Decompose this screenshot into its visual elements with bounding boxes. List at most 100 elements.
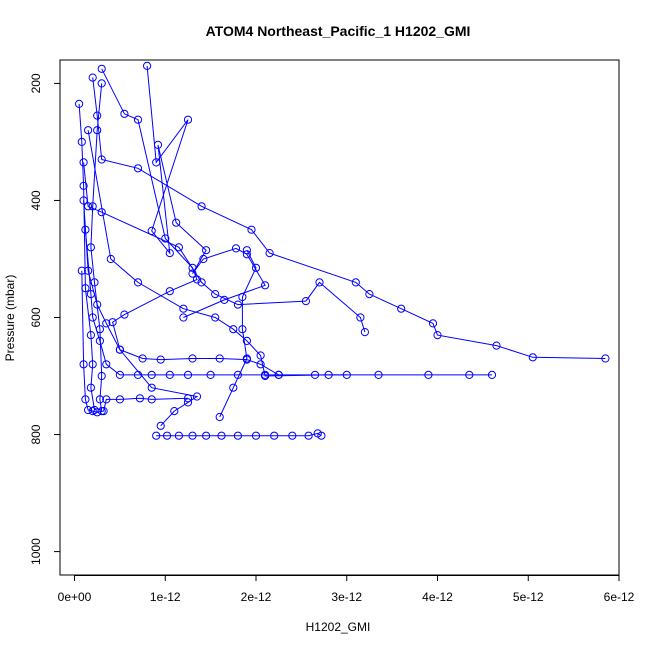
data-point [115,395,125,404]
data-point [97,371,106,381]
y-tick-label: 800 [29,424,43,444]
data-point [86,290,96,299]
data-point [143,61,152,71]
data-point [197,202,206,211]
data-point [79,360,88,369]
data-point [261,281,270,290]
data-point [75,99,84,109]
data-point [120,310,129,319]
data-point [102,319,111,328]
data-point [90,405,99,415]
data-point [211,290,220,299]
data-point [84,405,93,415]
data-point [183,115,193,124]
data-point [265,249,274,258]
x-axis: 0e+00 1e-12 2e-12 3e-12 4e-12 5e-12 6e-12 [58,575,635,604]
data-point [163,431,172,440]
y-axis-label: Pressure (mbar) [3,275,17,362]
series-group [75,61,610,440]
data-point [251,431,261,440]
data-point [147,370,156,379]
data-point [256,351,265,360]
x-tick-label: 3e-12 [331,590,362,604]
data-point [256,360,265,369]
data-point [202,246,211,255]
x-tick-label: 0e+00 [58,590,92,604]
series-line [90,83,103,412]
data-point [242,246,251,255]
chart-title: ATOM4 Northeast_Pacific_1 H1202_GMI [206,23,471,39]
data-point [102,395,111,404]
data-point [115,345,125,354]
x-axis-label: H1202_GMI [306,620,371,634]
data-point [97,64,106,73]
data-point [156,421,165,430]
data-point [95,325,105,334]
data-point [304,431,313,440]
data-point [95,395,105,404]
data-point [197,278,206,287]
data-point [233,431,242,440]
data-point [152,431,161,440]
x-tick-label: 1e-12 [150,590,181,604]
data-point [161,234,170,243]
data-point [165,249,174,258]
series-line [83,162,366,333]
data-point [84,126,93,135]
data-point [88,407,97,416]
data-point [601,354,610,363]
data-point [233,300,242,309]
data-point [315,278,324,287]
data-point [90,278,99,287]
data-point [93,111,102,120]
data-point [188,431,197,440]
data-point [84,202,93,211]
y-tick-label: 400 [29,190,43,210]
data-point [397,304,406,313]
data-point [147,395,156,404]
data-point [88,360,97,369]
data-point [88,73,97,82]
y-tick-label: 600 [29,307,43,327]
data-point [156,355,165,364]
x-tick-label: 4e-12 [422,590,453,604]
data-point [115,370,125,379]
data-point [199,254,208,264]
data-point [238,325,247,334]
data-point [97,155,106,164]
data-point [165,370,174,379]
data-point [229,383,238,392]
data-point [215,354,224,363]
data-point [86,331,96,340]
data-point [433,331,442,340]
series-line [219,249,257,418]
data-point [174,243,183,252]
data-point [133,370,143,379]
data-point [465,370,474,379]
data-point [356,313,365,322]
data-point [174,431,183,440]
data-point [215,412,224,422]
data-point [374,370,383,379]
data-point [365,290,374,299]
data-point [188,354,197,363]
data-point [310,370,320,379]
data-point [242,336,251,345]
data-point [77,137,86,146]
data-point [360,328,369,337]
data-point [229,325,238,334]
data-point [424,370,433,379]
data-point [106,254,115,264]
x-tick-label: 6e-12 [604,590,635,604]
y-tick-label: 200 [29,73,43,93]
data-point [183,370,193,379]
data-point [88,202,97,211]
data-point [97,79,106,88]
data-point [86,383,96,392]
data-point [211,313,220,322]
data-point [79,181,88,190]
data-point [133,164,143,173]
data-point [81,395,90,404]
data-point [231,244,241,253]
